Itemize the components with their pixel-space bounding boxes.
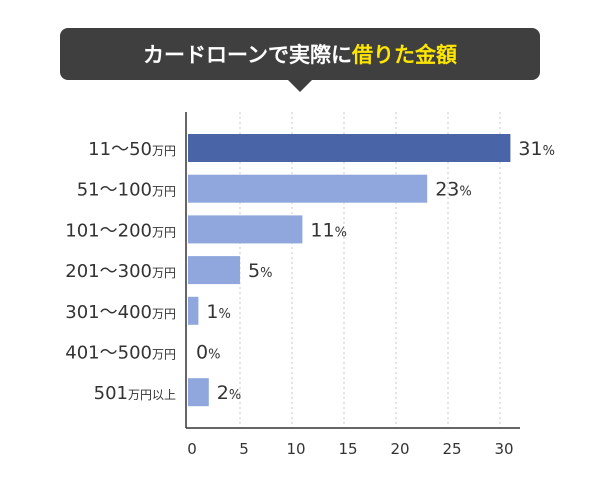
category-labels: 11〜50万円51〜100万円101〜200万円201〜300万円301〜400… (65, 139, 176, 404)
category-label: 501万円以上 (94, 383, 176, 404)
value-label: 1% (206, 301, 230, 323)
category-label-unit: 万円 (152, 185, 176, 199)
value-number: 31 (518, 138, 542, 160)
category-label: 401〜500万円 (65, 343, 176, 364)
category-label-unit: 万円 (152, 348, 176, 362)
value-number: 2 (217, 382, 229, 404)
value-label: 11% (310, 219, 347, 241)
category-label-main: 51〜100 (77, 180, 152, 201)
category-label: 101〜200万円 (65, 220, 176, 241)
category-label: 201〜300万円 (65, 261, 176, 282)
category-label-main: 401〜500 (65, 343, 152, 364)
chart-title-prefix: カードローンで実際に (143, 43, 352, 67)
value-suffix: % (335, 225, 347, 240)
value-label: 23% (435, 179, 472, 201)
value-suffix: % (459, 185, 471, 200)
x-tick-label: 20 (390, 440, 409, 458)
x-tick-label: 5 (239, 440, 249, 458)
bar (188, 174, 428, 203)
category-label: 51〜100万円 (77, 180, 176, 201)
chart-title-highlight: 借りた金額 (351, 43, 457, 67)
value-suffix: % (229, 388, 241, 403)
category-label-main: 101〜200 (65, 220, 152, 241)
axes (185, 112, 520, 429)
value-number: 23 (435, 179, 459, 201)
bar (188, 378, 209, 407)
bar (188, 296, 199, 325)
value-label: 31% (518, 138, 555, 160)
category-label: 11〜50万円 (88, 139, 176, 160)
title-banner-box (60, 28, 540, 80)
value-number: 11 (310, 219, 334, 241)
value-label: 5% (248, 260, 272, 282)
value-suffix: % (543, 144, 555, 159)
category-label-unit: 万円以上 (128, 388, 176, 402)
category-label-unit: 万円 (152, 307, 176, 321)
value-number: 1 (206, 301, 218, 323)
value-label: 0% (196, 342, 220, 364)
value-number: 0 (196, 342, 208, 364)
category-label-main: 201〜300 (65, 261, 152, 282)
category-label-unit: 万円 (152, 225, 176, 239)
title-banner-pointer (288, 80, 312, 92)
category-label: 301〜400万円 (65, 302, 176, 323)
value-suffix: % (260, 266, 272, 281)
bars (188, 134, 511, 407)
chart-title-banner: カードローンで実際に借りた金額 (60, 28, 540, 92)
bar (188, 215, 303, 244)
value-labels: 31%23%11%5%1%0%2% (196, 138, 555, 404)
x-tick-label: 15 (338, 440, 357, 458)
x-tick-label: 30 (494, 440, 513, 458)
bar (188, 134, 511, 162)
chart-title: カードローンで実際に借りた金額 (143, 43, 457, 67)
category-label-main: 501 (94, 383, 128, 404)
x-tick-label: 25 (442, 440, 461, 458)
bar (188, 256, 240, 285)
value-suffix: % (218, 307, 230, 322)
value-label: 2% (217, 382, 241, 404)
x-tick-labels: 0 5 10 15 20 25 30 (187, 440, 513, 458)
x-tick-label: 0 (187, 440, 197, 458)
category-label-unit: 万円 (152, 144, 176, 158)
value-number: 5 (248, 260, 260, 282)
x-tick-label: 10 (286, 440, 305, 458)
category-label-unit: 万円 (152, 266, 176, 280)
value-suffix: % (208, 348, 220, 363)
category-label-main: 301〜400 (65, 302, 152, 323)
category-label-main: 11〜50 (88, 139, 152, 160)
